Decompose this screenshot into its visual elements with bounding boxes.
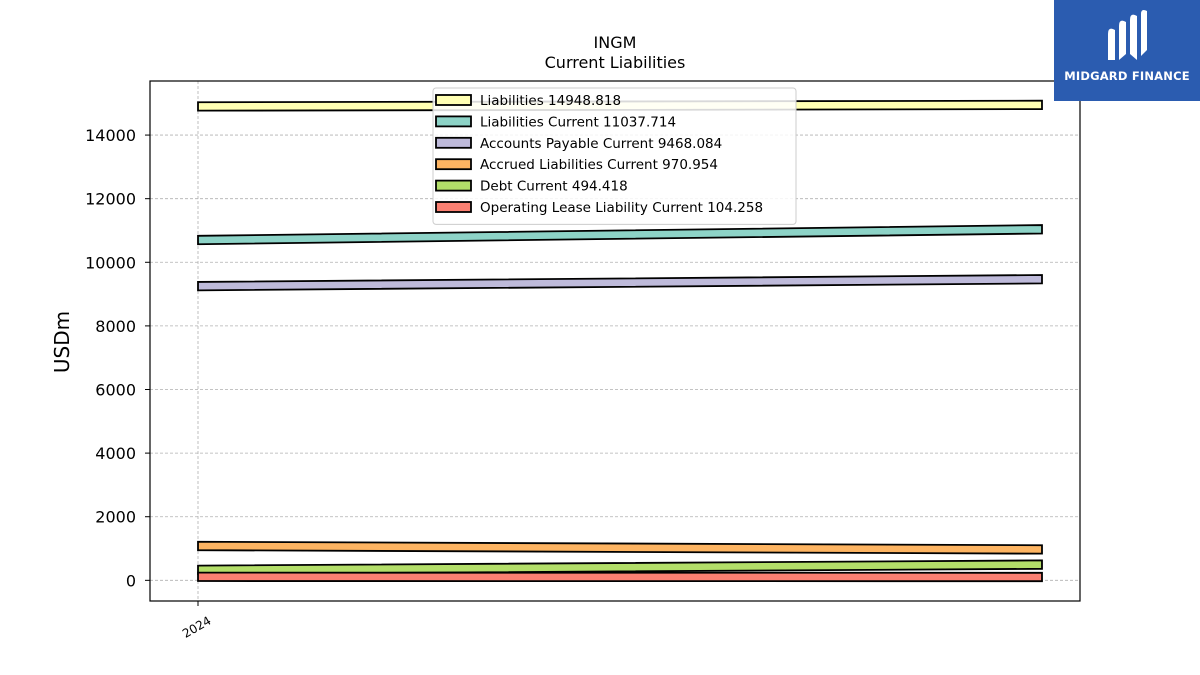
brand-name: MIDGARD FINANCE: [1064, 69, 1190, 83]
series-band-3: [197, 540, 1043, 555]
y-tick-label: 10000: [85, 253, 136, 272]
y-tick-label: 14000: [85, 126, 136, 145]
legend-swatch: [435, 201, 472, 213]
legend-entry: Liabilities Current 11037.714: [480, 114, 676, 130]
legend: Liabilities 14948.818 Liabilities Current…: [432, 87, 797, 225]
x-tick-label: 2024: [180, 613, 213, 640]
legend-frame: [432, 87, 797, 225]
legend-swatch: [435, 179, 472, 192]
y-tick-label: 8000: [95, 317, 136, 336]
legend-swatch: [435, 136, 472, 149]
y-tick-label: 0: [126, 571, 136, 590]
series-band-4: [197, 559, 1043, 575]
y-tick-label: 4000: [95, 444, 136, 463]
legend-swatch: [435, 115, 472, 128]
legend-entry: Liabilities 14948.818: [480, 93, 621, 109]
y-tick-label: 12000: [85, 190, 136, 209]
legend-entry: Operating Lease Liability Current 104.25…: [480, 200, 763, 216]
series-layer: [197, 99, 1043, 583]
y-tick-label: 2000: [95, 508, 136, 527]
y-axis-label: USDm: [50, 311, 74, 373]
chart-subtitle: Current Liabilities: [545, 53, 686, 72]
legend-swatch: [435, 158, 472, 171]
plot-frame: [149, 80, 1081, 602]
legend-entry: Accounts Payable Current 9468.084: [480, 136, 722, 152]
midgard-logo-icon: [1108, 10, 1147, 61]
legend-swatch: [435, 94, 472, 106]
series-band-2: [197, 274, 1043, 292]
legend-entry: Accrued Liabilities Current 970.954: [480, 157, 718, 173]
grid: [150, 81, 1080, 601]
series-band-1: [197, 224, 1043, 246]
series-band-5: [197, 571, 1043, 583]
chart-title: INGM: [594, 33, 637, 52]
brand-logo: MIDGARD FINANCE: [1054, 0, 1200, 101]
y-tick-label: 6000: [95, 381, 136, 400]
legend-entry: Debt Current 494.418: [480, 179, 628, 195]
